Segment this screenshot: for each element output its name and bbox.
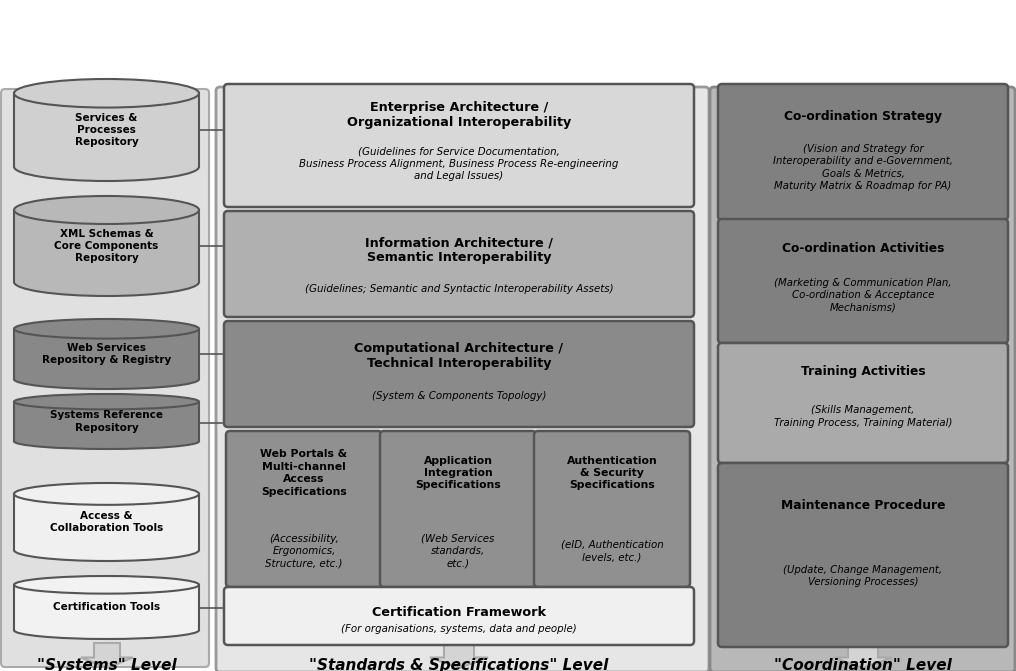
Text: (For organisations, systems, data and people): (For organisations, systems, data and pe… <box>341 624 577 634</box>
Ellipse shape <box>14 576 199 594</box>
FancyBboxPatch shape <box>224 587 694 645</box>
Bar <box>14 210 199 282</box>
Text: Web Portals &
Multi-channel
Access
Specifications: Web Portals & Multi-channel Access Speci… <box>260 450 347 497</box>
FancyBboxPatch shape <box>718 219 1008 343</box>
Text: Co-ordination Strategy: Co-ordination Strategy <box>784 109 942 123</box>
Text: XML Schemas &
Core Components
Repository: XML Schemas & Core Components Repository <box>55 229 158 264</box>
Ellipse shape <box>14 433 199 449</box>
Text: (Guidelines; Semantic and Syntactic Interoperability Assets): (Guidelines; Semantic and Syntactic Inte… <box>305 284 614 294</box>
Bar <box>14 402 199 442</box>
FancyBboxPatch shape <box>718 463 1008 647</box>
Bar <box>14 494 199 550</box>
Ellipse shape <box>14 483 199 505</box>
Polygon shape <box>834 643 892 668</box>
Ellipse shape <box>14 621 199 639</box>
FancyBboxPatch shape <box>224 84 694 207</box>
Text: Computational Architecture /
Technical Interoperability: Computational Architecture / Technical I… <box>355 342 564 370</box>
Text: Training Activities: Training Activities <box>801 365 926 378</box>
Bar <box>14 329 199 379</box>
FancyBboxPatch shape <box>226 431 382 587</box>
Text: "Systems" Level: "Systems" Level <box>38 658 177 671</box>
Ellipse shape <box>14 394 199 409</box>
FancyBboxPatch shape <box>224 211 694 317</box>
FancyBboxPatch shape <box>1 89 209 667</box>
Ellipse shape <box>14 268 199 296</box>
Text: Certification Tools: Certification Tools <box>53 603 161 613</box>
Polygon shape <box>81 643 133 668</box>
FancyBboxPatch shape <box>216 87 709 671</box>
Ellipse shape <box>14 196 199 224</box>
Text: "Coordination" Level: "Coordination" Level <box>774 658 952 671</box>
Text: Authentication
& Security
Specifications: Authentication & Security Specifications <box>567 456 657 491</box>
Text: "Standards & Specifications" Level: "Standards & Specifications" Level <box>309 658 609 671</box>
Text: (Update, Change Management,
Versioning Processes): (Update, Change Management, Versioning P… <box>783 565 943 587</box>
Text: (Guidelines for Service Documentation,
Business Process Alignment, Business Proc: (Guidelines for Service Documentation, B… <box>300 146 619 181</box>
Text: Application
Integration
Specifications: Application Integration Specifications <box>416 456 501 491</box>
Ellipse shape <box>14 79 199 107</box>
Text: Services &
Processes
Repository: Services & Processes Repository <box>74 113 138 148</box>
Text: Systems Reference
Repository: Systems Reference Repository <box>50 410 163 433</box>
Text: (Skills Management,
Training Process, Training Material): (Skills Management, Training Process, Tr… <box>774 405 952 427</box>
Text: Web Services
Repository & Registry: Web Services Repository & Registry <box>42 343 171 365</box>
FancyBboxPatch shape <box>380 431 536 587</box>
Text: (eID, Authentication
levels, etc.): (eID, Authentication levels, etc.) <box>561 539 663 562</box>
Bar <box>14 494 199 550</box>
FancyBboxPatch shape <box>534 431 690 587</box>
Bar <box>14 402 199 442</box>
FancyBboxPatch shape <box>718 84 1008 220</box>
Text: Maintenance Procedure: Maintenance Procedure <box>780 499 945 512</box>
Ellipse shape <box>14 319 199 339</box>
Bar <box>14 93 199 166</box>
Text: (Web Services
standards,
etc.): (Web Services standards, etc.) <box>422 533 495 568</box>
Text: Co-ordination Activities: Co-ordination Activities <box>782 242 944 255</box>
Text: (System & Components Topology): (System & Components Topology) <box>372 391 547 401</box>
Text: Information Architecture /
Semantic Interoperability: Information Architecture / Semantic Inte… <box>365 236 553 264</box>
Text: (Accessibility,
Ergonomics,
Structure, etc.): (Accessibility, Ergonomics, Structure, e… <box>265 533 342 568</box>
FancyBboxPatch shape <box>718 343 1008 463</box>
Bar <box>14 210 199 282</box>
Bar <box>14 329 199 379</box>
Bar <box>14 585 199 630</box>
Ellipse shape <box>14 152 199 181</box>
Bar <box>14 585 199 630</box>
Ellipse shape <box>14 370 199 389</box>
Text: (Marketing & Communication Plan,
Co-ordination & Acceptance
Mechanisms): (Marketing & Communication Plan, Co-ordi… <box>774 278 952 312</box>
Text: (Vision and Strategy for
Interoperability and e-Government,
Goals & Metrics,
Mat: (Vision and Strategy for Interoperabilit… <box>773 144 953 191</box>
FancyBboxPatch shape <box>710 87 1015 671</box>
Text: Access &
Collaboration Tools: Access & Collaboration Tools <box>50 511 164 533</box>
Text: Enterprise Architecture /
Organizational Interoperability: Enterprise Architecture / Organizational… <box>346 101 571 129</box>
FancyBboxPatch shape <box>224 321 694 427</box>
Polygon shape <box>430 643 488 668</box>
Ellipse shape <box>14 539 199 561</box>
Bar <box>14 93 199 166</box>
Text: Certification Framework: Certification Framework <box>372 607 546 619</box>
